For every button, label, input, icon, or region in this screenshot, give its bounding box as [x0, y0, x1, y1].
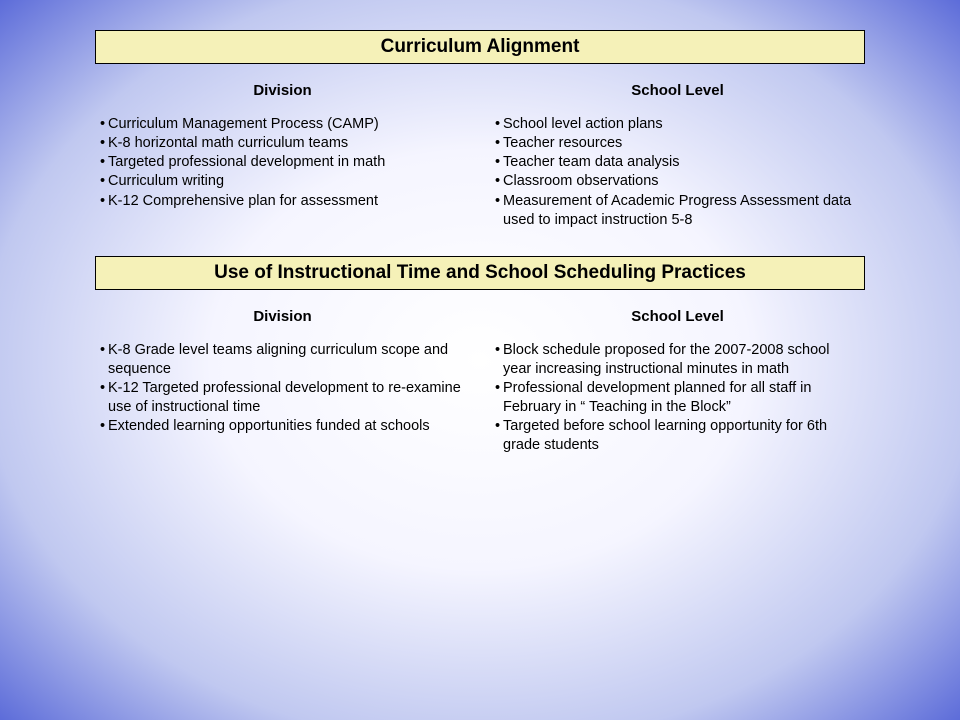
bullet-item: Extended learning opportunities funded a… [100, 417, 465, 436]
section1-right-col: School Level School level action plansTe… [495, 82, 860, 230]
bullet-item: Curriculum writing [100, 172, 465, 191]
bullet-item: Teacher team data analysis [495, 153, 860, 172]
bullet-item: Block schedule proposed for the 2007-200… [495, 341, 860, 379]
section1-columns: Division Curriculum Management Process (… [100, 82, 860, 230]
bullet-item: K-12 Comprehensive plan for assessment [100, 192, 465, 211]
section2-left-bullets: K-8 Grade level teams aligning curriculu… [100, 341, 465, 437]
bullet-item: Targeted professional development in mat… [100, 153, 465, 172]
section2-left-col: Division K-8 Grade level teams aligning … [100, 308, 465, 456]
bullet-item: Professional development planned for all… [495, 379, 860, 417]
section2-title: Use of Instructional Time and School Sch… [95, 256, 865, 290]
section1-left-header: Division [100, 82, 465, 99]
bullet-item: Targeted before school learning opportun… [495, 417, 860, 455]
section1-right-bullets: School level action plansTeacher resourc… [495, 115, 860, 230]
bullet-item: K-12 Targeted professional development t… [100, 379, 465, 417]
section2-left-header: Division [100, 308, 465, 325]
bullet-item: Measurement of Academic Progress Assessm… [495, 192, 860, 230]
bullet-item: Curriculum Management Process (CAMP) [100, 115, 465, 134]
section2-right-bullets: Block schedule proposed for the 2007-200… [495, 341, 860, 456]
section1-title: Curriculum Alignment [95, 30, 865, 64]
bullet-item: K-8 Grade level teams aligning curriculu… [100, 341, 465, 379]
section1-left-bullets: Curriculum Management Process (CAMP)K-8 … [100, 115, 465, 211]
bullet-item: Classroom observations [495, 172, 860, 191]
bullet-item: Teacher resources [495, 134, 860, 153]
section1-right-header: School Level [495, 82, 860, 99]
section1-left-col: Division Curriculum Management Process (… [100, 82, 465, 230]
section2-columns: Division K-8 Grade level teams aligning … [100, 308, 860, 456]
section2-right-col: School Level Block schedule proposed for… [495, 308, 860, 456]
slide-container: Curriculum Alignment Division Curriculum… [0, 0, 960, 720]
section2-right-header: School Level [495, 308, 860, 325]
bullet-item: K-8 horizontal math curriculum teams [100, 134, 465, 153]
bullet-item: School level action plans [495, 115, 860, 134]
